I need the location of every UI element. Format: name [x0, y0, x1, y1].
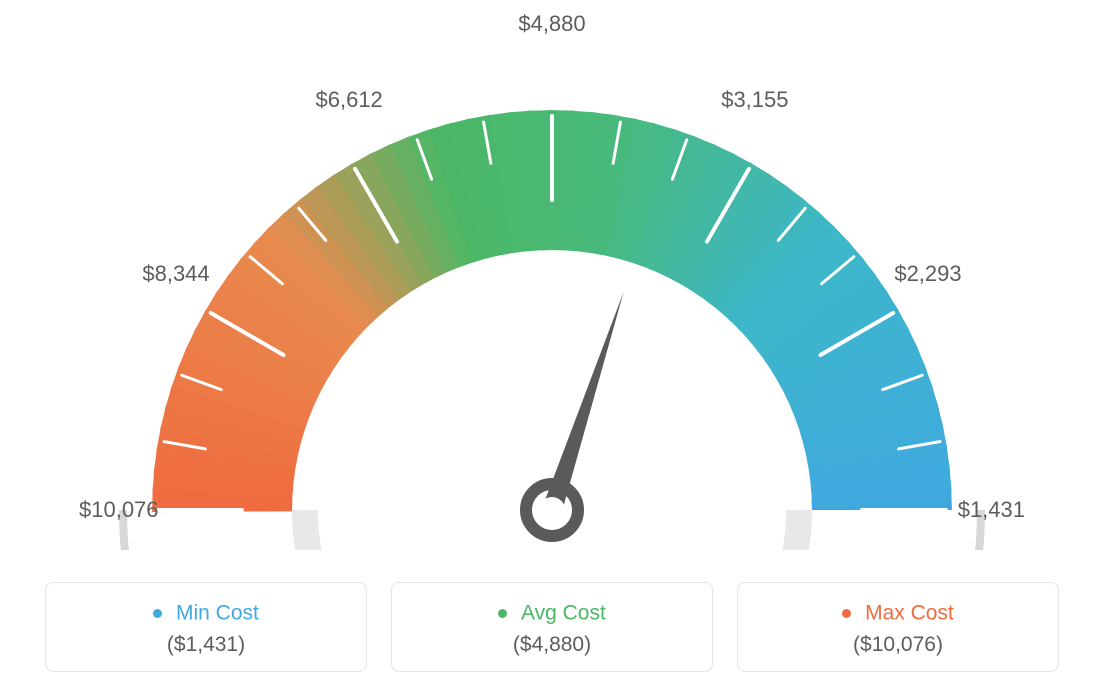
legend-card-avg: Avg Cost ($4,880) — [391, 582, 713, 672]
legend-value-min: ($1,431) — [46, 633, 366, 657]
gauge-tick-label: $10,076 — [79, 497, 159, 523]
legend-title-min: Min Cost — [46, 601, 366, 625]
legend-dot-min — [153, 609, 162, 618]
legend-row: Min Cost ($1,431) Avg Cost ($4,880) Max … — [0, 582, 1104, 672]
gauge-chart: $1,431 $2,293 $3,155 $4,880 $6,612 $8,344 $10,… — [0, 0, 1104, 560]
chart-container: $1,431 $2,293 $3,155 $4,880 $6,612 $8,344 $10,… — [0, 0, 1104, 690]
legend-title-avg: Avg Cost — [392, 601, 712, 625]
gauge-svg — [97, 45, 1007, 550]
legend-label-max: Max Cost — [865, 601, 954, 624]
legend-label-min: Min Cost — [176, 601, 259, 624]
legend-dot-max — [842, 609, 851, 618]
gauge-tick-label: $1,431 — [958, 497, 1025, 523]
gauge-tick-label: $4,880 — [518, 11, 585, 37]
legend-label-avg: Avg Cost — [521, 601, 606, 624]
legend-card-max: Max Cost ($10,076) — [737, 582, 1059, 672]
gauge-tick-label: $3,155 — [721, 87, 788, 113]
legend-value-max: ($10,076) — [738, 633, 1058, 657]
legend-value-avg: ($4,880) — [392, 633, 712, 657]
gauge-tick-label: $2,293 — [894, 261, 961, 287]
gauge-tick-label: $8,344 — [142, 261, 209, 287]
gauge-tick-label: $6,612 — [316, 87, 383, 113]
legend-title-max: Max Cost — [738, 601, 1058, 625]
legend-dot-avg — [498, 609, 507, 618]
legend-card-min: Min Cost ($1,431) — [45, 582, 367, 672]
